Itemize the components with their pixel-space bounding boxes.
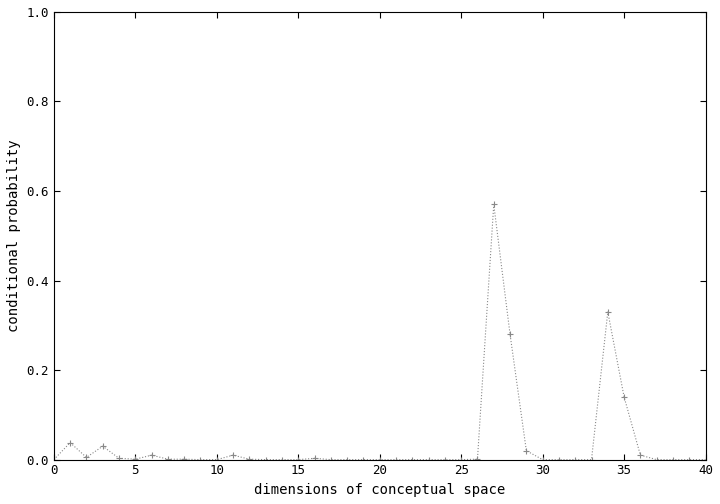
Y-axis label: conditional probability: conditional probability bbox=[7, 140, 21, 332]
X-axis label: dimensions of conceptual space: dimensions of conceptual space bbox=[254, 483, 505, 497]
